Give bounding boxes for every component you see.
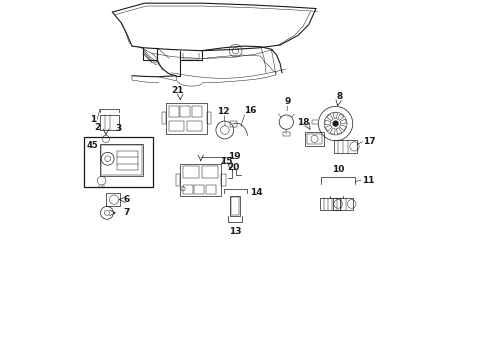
Text: 9: 9 (285, 98, 291, 107)
Bar (183, 185, 192, 194)
Bar (162, 112, 165, 125)
Bar (305, 132, 323, 146)
Text: 2: 2 (94, 123, 100, 132)
Bar (168, 121, 183, 131)
Bar (231, 197, 239, 215)
Text: 10: 10 (331, 165, 344, 174)
Text: 15: 15 (220, 157, 232, 166)
Text: 21: 21 (171, 86, 183, 95)
Bar (180, 106, 190, 117)
Text: 1: 1 (89, 115, 96, 124)
Bar (117, 151, 138, 170)
Bar (332, 198, 353, 210)
Bar (230, 121, 236, 127)
Text: 3: 3 (115, 124, 122, 133)
Bar (319, 198, 340, 210)
Text: 17: 17 (363, 137, 375, 146)
Text: 8: 8 (336, 93, 342, 102)
Text: 6: 6 (123, 195, 129, 204)
Text: 45: 45 (86, 141, 98, 150)
Bar (194, 185, 204, 194)
Bar (186, 121, 201, 131)
Bar (333, 140, 356, 153)
Bar (230, 196, 240, 216)
Text: 18: 18 (297, 118, 309, 127)
Bar (100, 144, 142, 176)
Bar (283, 132, 289, 136)
Bar (101, 145, 142, 175)
Text: 14: 14 (249, 188, 262, 197)
Bar (221, 174, 225, 186)
Bar (83, 137, 153, 187)
Bar (306, 134, 322, 144)
Text: 7: 7 (123, 208, 129, 217)
Text: 19: 19 (227, 152, 240, 161)
Bar (165, 103, 206, 134)
Circle shape (332, 121, 338, 126)
Bar (176, 174, 180, 186)
Bar (183, 166, 199, 178)
Bar (191, 106, 201, 117)
Text: 20: 20 (227, 163, 240, 172)
Text: 11: 11 (361, 176, 373, 185)
Bar (202, 166, 218, 178)
Bar (206, 112, 211, 125)
Bar (180, 164, 221, 196)
Bar (168, 106, 179, 117)
Text: 16: 16 (244, 106, 256, 115)
Text: 13: 13 (228, 227, 241, 236)
Bar (100, 115, 119, 130)
Bar (106, 193, 120, 206)
Text: 12: 12 (216, 107, 229, 116)
Bar (206, 185, 216, 194)
